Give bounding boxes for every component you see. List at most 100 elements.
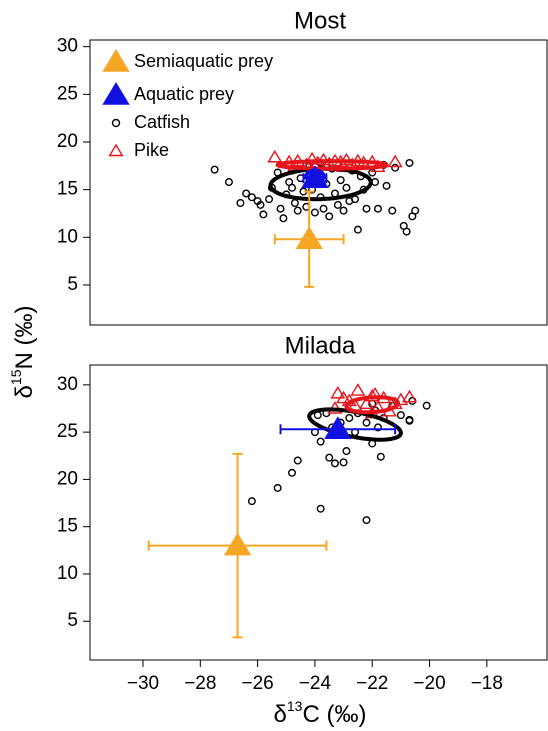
- y-tick-label: 5: [67, 610, 78, 631]
- catfish-point: [290, 198, 299, 207]
- catfish-point: [422, 401, 431, 410]
- catfish-point: [402, 227, 411, 236]
- catfish-point: [325, 453, 334, 462]
- prey-mean: [223, 532, 252, 556]
- x-label-part: δ: [274, 701, 287, 728]
- catfish-point: [287, 468, 296, 477]
- catfish-point: [362, 204, 371, 213]
- catfish-point: [287, 183, 296, 192]
- x-tick-label: −26: [241, 673, 273, 694]
- panel-title: Most: [294, 7, 346, 34]
- legend-marker: [102, 49, 130, 72]
- plot-frame: [89, 39, 548, 326]
- x-label-sup: 13: [287, 698, 303, 714]
- y-label-sup: 15: [8, 369, 24, 385]
- catfish-point: [247, 497, 256, 506]
- catfish-point: [336, 176, 345, 185]
- catfish-point: [333, 200, 342, 209]
- legend-marker: [108, 143, 124, 157]
- plot-frame: [89, 364, 548, 661]
- y-label-part: δ: [11, 385, 38, 398]
- catfish-point: [411, 206, 420, 215]
- pike-point: [401, 389, 418, 403]
- catfish-point: [382, 181, 391, 190]
- catfish-point: [373, 204, 382, 213]
- catfish-point: [210, 165, 219, 174]
- catfish-point: [265, 195, 274, 204]
- catfish-point: [224, 178, 233, 187]
- pike-point: [358, 396, 375, 409]
- y-tick-label: 25: [57, 421, 78, 442]
- catfish-point: [247, 193, 256, 202]
- catfish-point: [259, 210, 268, 219]
- catfish-point: [353, 225, 362, 234]
- catfish-point: [316, 504, 325, 513]
- pike-point: [387, 154, 403, 168]
- catfish-point: [345, 413, 354, 422]
- y-axis-label: δ15N (‰): [8, 306, 39, 399]
- catfish-point: [342, 447, 351, 456]
- x-tick-label: −22: [356, 673, 388, 694]
- pike-point: [336, 390, 352, 404]
- catfish-point: [236, 198, 245, 207]
- legend-label: Semiaquatic prey: [134, 51, 273, 71]
- catfish-point: [316, 437, 325, 446]
- catfish-point: [373, 423, 382, 432]
- y-tick-label: 20: [57, 131, 78, 152]
- catfish-point: [388, 206, 397, 215]
- y-label-part: N (‰): [11, 306, 38, 370]
- x-axis-label: δ13C (‰): [274, 698, 367, 729]
- y-tick-label: 30: [57, 374, 78, 395]
- catfish-point: [405, 415, 414, 424]
- y-tick-label: 10: [57, 226, 78, 247]
- x-label-part: C (‰): [302, 701, 366, 728]
- x-tick-label: −24: [299, 673, 332, 694]
- pike-point: [330, 386, 346, 399]
- legend-label: Pike: [134, 140, 169, 160]
- y-tick-label: 20: [57, 468, 78, 489]
- pike-point: [304, 151, 320, 165]
- catfish-point: [293, 206, 302, 215]
- prey-mean: [295, 226, 323, 249]
- catfish-point: [273, 483, 282, 492]
- x-tick-label: −30: [127, 673, 159, 694]
- catfish-point: [310, 208, 319, 217]
- legend-label: Aquatic prey: [134, 84, 234, 104]
- y-tick-label: 5: [67, 274, 78, 295]
- legend-label: Catfish: [134, 112, 190, 132]
- sea-ellipse: [344, 395, 401, 415]
- x-tick-label: −20: [413, 673, 445, 694]
- y-tick-label: 25: [57, 83, 78, 104]
- panel-title: Milada: [285, 332, 356, 359]
- catfish-point: [362, 516, 371, 525]
- catfish-point: [242, 189, 251, 198]
- y-tick-label: 30: [57, 36, 78, 57]
- catfish-point: [371, 178, 380, 187]
- y-tick-label: 15: [57, 516, 78, 537]
- prey-mean: [324, 416, 352, 440]
- catfish-point: [339, 458, 348, 467]
- catfish-point: [405, 158, 414, 167]
- catfish-point: [330, 459, 339, 468]
- catfish-point: [325, 212, 334, 221]
- catfish-point: [376, 452, 385, 461]
- legend-marker: [111, 118, 121, 128]
- catfish-point: [342, 183, 351, 192]
- catfish-point: [319, 204, 328, 213]
- catfish-point: [279, 214, 288, 223]
- y-tick-label: 10: [57, 563, 78, 584]
- sea-ellipse: [275, 159, 389, 171]
- pike-point: [267, 149, 283, 163]
- catfish-point: [391, 163, 400, 172]
- x-tick-label: −28: [184, 673, 216, 694]
- catfish-point: [293, 456, 302, 465]
- x-tick-label: −18: [471, 673, 503, 694]
- catfish-point: [256, 200, 265, 209]
- pike-point: [350, 383, 366, 396]
- catfish-point: [276, 204, 285, 213]
- catfish-point: [396, 411, 405, 420]
- y-tick-label: 15: [57, 179, 78, 200]
- legend-marker: [102, 82, 130, 105]
